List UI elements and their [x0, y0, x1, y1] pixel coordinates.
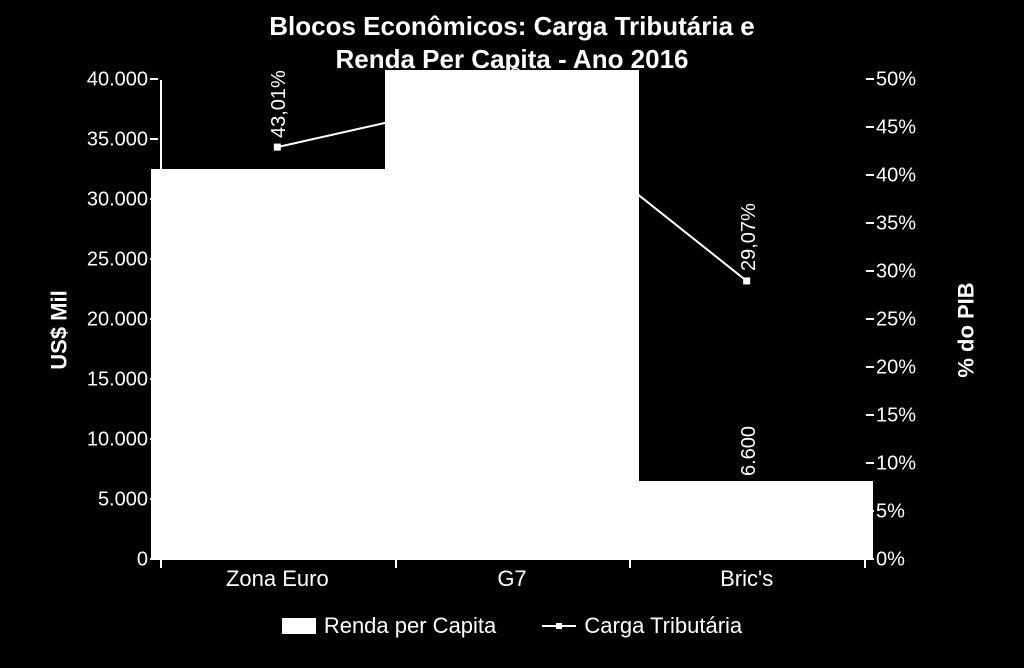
- y1-tick: 0: [48, 549, 148, 572]
- y2-tickmark: [866, 270, 874, 272]
- y2-tick: 25%: [876, 309, 976, 332]
- line-marker: [274, 144, 281, 151]
- line-marker: [743, 277, 750, 284]
- y1-tickmark: [150, 138, 158, 140]
- y1-tick: 35.000: [48, 129, 148, 152]
- y1-tick: 20.000: [48, 309, 148, 332]
- legend-item-line: Carga Tributária: [542, 613, 742, 639]
- line-marker: [509, 91, 516, 98]
- y2-tick: 10%: [876, 453, 976, 476]
- chart-container: Blocos Econômicos: Carga Tributária e Re…: [40, 10, 984, 650]
- legend: Renda per Capita Carga Tributária: [40, 613, 984, 640]
- y1-tick: 10.000: [48, 429, 148, 452]
- y2-tick: 40%: [876, 165, 976, 188]
- y2-tick: 50%: [876, 69, 976, 92]
- legend-label-line: Carga Tributária: [584, 613, 742, 639]
- y1-tick: 30.000: [48, 189, 148, 212]
- y2-tickmark: [866, 318, 874, 320]
- y2-tick: 0%: [876, 549, 976, 572]
- x-category-label: G7: [497, 566, 526, 592]
- line-path: [277, 94, 746, 281]
- y2-tickmark: [866, 174, 874, 176]
- x-tickmark: [395, 560, 397, 568]
- y2-tickmark: [866, 222, 874, 224]
- x-category-label: Zona Euro: [226, 566, 329, 592]
- y2-tick: 5%: [876, 501, 976, 524]
- x-axis: Zona Euro G7 Bric's: [160, 560, 864, 600]
- plot-area: 6.60043,01%%29,07%: [160, 80, 864, 560]
- y2-axis: 0%5%10%15%20%25%30%35%40%45%50%: [864, 80, 984, 560]
- y1-tick: 15.000: [48, 369, 148, 392]
- y2-tickmark: [866, 462, 874, 464]
- legend-label-bar: Renda per Capita: [324, 613, 496, 639]
- y2-tick: 30%: [876, 261, 976, 284]
- y2-tickmark: [866, 414, 874, 416]
- y2-tickmark: [866, 78, 874, 80]
- legend-swatch-bar: [282, 618, 316, 634]
- x-category-label: Bric's: [720, 566, 773, 592]
- y1-tick: 25.000: [48, 249, 148, 272]
- x-tickmark: [160, 560, 162, 568]
- legend-item-bar: Renda per Capita: [282, 613, 496, 639]
- y1-tickmark: [150, 78, 158, 80]
- x-tickmark: [629, 560, 631, 568]
- title-line-1: Blocos Econômicos: Carga Tributária e: [40, 10, 984, 43]
- y2-tickmark: [866, 366, 874, 368]
- y2-tick: 20%: [876, 357, 976, 380]
- x-tickmark: [864, 560, 866, 568]
- y2-tick: 15%: [876, 405, 976, 428]
- y1-axis: 05.00010.00015.00020.00025.00030.00035.0…: [40, 80, 160, 560]
- y2-tick: 45%: [876, 117, 976, 140]
- y2-tick: 35%: [876, 213, 976, 236]
- chart-title: Blocos Econômicos: Carga Tributária e Re…: [40, 10, 984, 75]
- y1-tick: 40.000: [48, 69, 148, 92]
- line-layer: [160, 80, 864, 560]
- legend-swatch-line: [542, 618, 576, 634]
- y1-tick: 5.000: [48, 489, 148, 512]
- y2-tickmark: [866, 126, 874, 128]
